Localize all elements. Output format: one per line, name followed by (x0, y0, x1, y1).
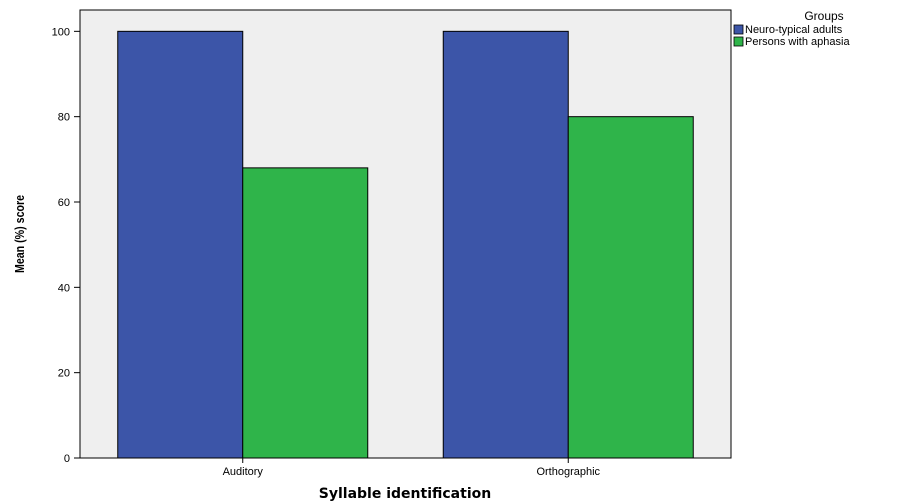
y-tick-label: 0 (64, 453, 70, 465)
legend-swatch-neuro-typical-adults (733, 24, 744, 35)
bar-auditory-persons-with-aphasia (242, 167, 369, 459)
x-axis: Auditory Orthographic (223, 458, 601, 478)
y-tick-label: 100 (52, 26, 70, 38)
bar-auditory-neuro-typical-adults (117, 30, 244, 459)
legend-title: Groups (804, 9, 843, 23)
y-axis-title: Mean (%) score (12, 195, 27, 273)
x-tick-label-auditory: Auditory (223, 466, 264, 478)
x-axis-title: Syllable identification (319, 486, 491, 502)
y-axis: 0 20 40 60 80 100 (52, 26, 80, 465)
legend-label-persons-with-aphasia: Persons with aphasia (745, 36, 850, 48)
y-tick-label: 80 (58, 112, 70, 124)
legend-label-neuro-typical-adults: Neuro-typical adults (745, 24, 843, 36)
y-tick-label: 20 (58, 368, 70, 380)
bars-layer (117, 30, 694, 459)
bar-orthographic-neuro-typical-adults (442, 30, 569, 459)
y-tick-label: 60 (58, 197, 70, 209)
x-tick-label-orthographic: Orthographic (536, 466, 600, 478)
legend-swatch-persons-with-aphasia (733, 36, 744, 47)
y-tick-label: 40 (58, 282, 70, 294)
legend: Groups Neuro-typical adults Persons with… (733, 9, 850, 48)
bar-orthographic-persons-with-aphasia (567, 116, 694, 459)
